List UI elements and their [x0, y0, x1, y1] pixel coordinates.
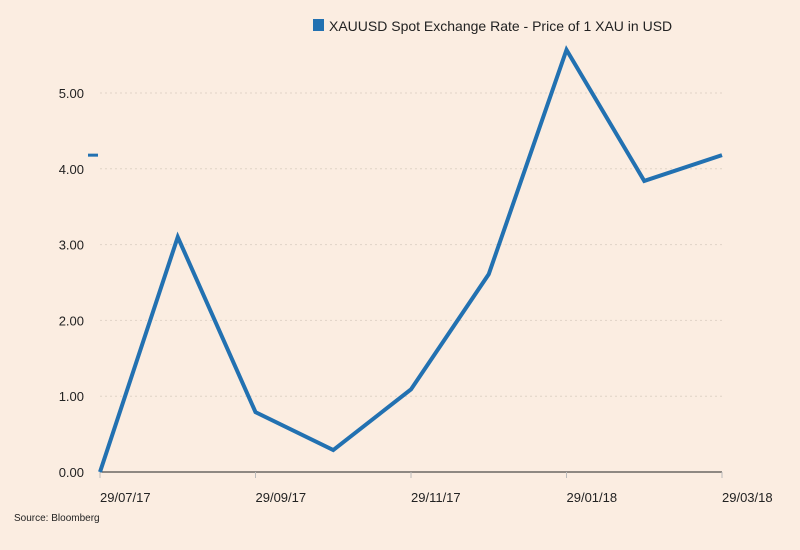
x-axis: 29/07/17 29/09/17 29/11/17 29/01/18 29/03/18 — [99, 472, 773, 505]
legend-label: XAUUSD Spot Exchange Rate - Price of 1 X… — [329, 18, 672, 34]
y-axis: 0.00 1.00 2.00 3.00 4.00 5.00 — [59, 86, 84, 480]
x-tick-label: 29/01/18 — [567, 490, 618, 505]
x-tick-label: 29/03/18 — [722, 490, 773, 505]
y-tick-label: 0.00 — [59, 465, 84, 480]
x-tick-label: 29/09/17 — [256, 490, 307, 505]
legend-swatch — [313, 19, 324, 31]
y-tick-label: 4.00 — [59, 162, 84, 177]
x-tick-label: 29/11/17 — [411, 490, 461, 505]
y-tick-label: 1.00 — [59, 389, 84, 404]
x-tick-label: 29/07/17 — [100, 490, 151, 505]
y-tick-label: 5.00 — [59, 86, 84, 101]
y-tick-label: 3.00 — [59, 238, 84, 253]
gridlines — [100, 92, 722, 397]
source-note: Source: Bloomberg — [14, 513, 100, 524]
legend: XAUUSD Spot Exchange Rate - Price of 1 X… — [313, 18, 672, 34]
y-tick-label: 2.00 — [59, 313, 84, 328]
series-line — [98, 45, 723, 473]
